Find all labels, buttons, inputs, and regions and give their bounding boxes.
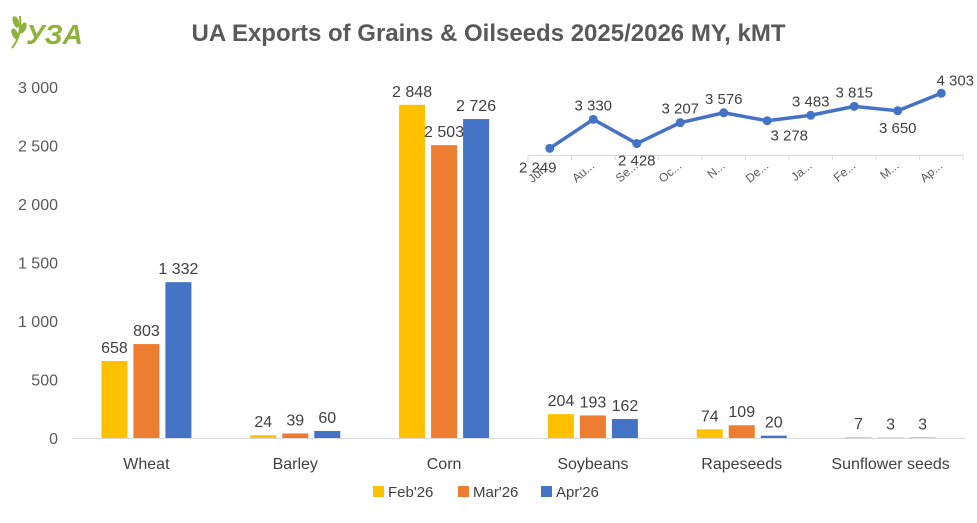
inset-value-label: 3 483 — [792, 93, 830, 110]
inset-value-label: 3 815 — [835, 84, 873, 101]
bar-value-label: 20 — [765, 415, 783, 432]
x-category-label: Barley — [273, 456, 318, 473]
inset-x-tick-label: Ap... — [917, 159, 945, 186]
bar — [728, 425, 755, 438]
inset-value-label: 3 207 — [661, 101, 699, 118]
legend-label: Apr'26 — [556, 484, 599, 501]
bar — [101, 361, 128, 438]
y-tick-label: 1 000 — [18, 314, 58, 331]
bar-value-label: 3 — [886, 417, 895, 434]
bar-value-label: 2 726 — [456, 98, 496, 115]
x-category-label: Soybeans — [557, 456, 628, 473]
inset-x-tick-label: De... — [743, 159, 771, 186]
y-tick-label: 1 500 — [18, 256, 58, 273]
y-tick-label: 0 — [49, 431, 58, 448]
inset-point — [588, 114, 598, 124]
x-category-label: Sunflower seeds — [831, 456, 949, 473]
chart-title: UA Exports of Grains & Oilseeds 2025/202… — [191, 20, 786, 47]
inset-x-tick-label: N... — [704, 159, 727, 182]
inset-series-line — [548, 91, 942, 150]
bar — [399, 104, 426, 438]
bar-value-label: 803 — [133, 323, 160, 340]
bar — [314, 430, 341, 438]
bar-value-label: 658 — [101, 340, 128, 357]
inset-point — [675, 118, 685, 128]
inset-value-label: 3 278 — [770, 128, 808, 145]
inset-x-tick-label: Fe... — [831, 159, 858, 185]
inset-point — [893, 106, 903, 116]
inset-point — [806, 110, 816, 120]
inset-point — [545, 143, 555, 153]
bar-value-label: 109 — [728, 404, 755, 421]
bar-value-label: 2 848 — [392, 84, 432, 101]
inset-value-label: 3 576 — [705, 91, 743, 108]
wheat-icon — [11, 15, 27, 49]
legend-label: Feb'26 — [388, 484, 433, 501]
inset-x-tick-label: Ja... — [788, 159, 814, 184]
bar-value-label: 24 — [254, 414, 272, 431]
legend-label: Mar'26 — [473, 484, 518, 501]
bar — [165, 282, 192, 438]
inset-x-tick-label: Oc... — [656, 159, 684, 186]
y-tick-label: 2 500 — [18, 139, 58, 156]
bar — [133, 344, 160, 438]
bar-value-label: 60 — [318, 410, 336, 427]
bar — [431, 145, 458, 439]
bar-value-label: 193 — [580, 394, 607, 411]
x-category-label: Rapeseeds — [701, 456, 782, 473]
bar-value-label: 39 — [286, 412, 304, 429]
bar — [250, 435, 277, 438]
bar-value-label: 2 503 — [424, 124, 464, 141]
bar — [845, 437, 872, 438]
bar-value-label: 204 — [548, 393, 575, 410]
inset-point — [719, 108, 729, 118]
inset-value-label: 3 650 — [879, 120, 917, 137]
bar-value-label: 1 332 — [158, 261, 198, 278]
bar — [463, 119, 490, 439]
inset-x-tick-label: Au... — [569, 159, 597, 186]
bar — [282, 433, 309, 438]
x-category-label: Wheat — [123, 456, 170, 473]
legend-swatch — [541, 486, 552, 497]
inset-value-label: 4 303 — [936, 72, 974, 89]
bar-value-label: 162 — [612, 398, 639, 415]
inset-x-tick-label: M... — [877, 159, 901, 183]
inset-value-label: 2 249 — [519, 159, 557, 176]
x-category-label: Corn — [427, 456, 462, 473]
bar-value-label: 74 — [701, 408, 719, 425]
bar — [579, 415, 606, 438]
inset-point — [632, 139, 642, 149]
bar-value-label: 3 — [918, 417, 927, 434]
bar — [760, 435, 787, 438]
legend-swatch — [373, 486, 384, 497]
y-tick-label: 3 000 — [18, 80, 58, 97]
inset-value-label: 2 428 — [618, 153, 656, 170]
y-tick-label: 2 000 — [18, 197, 58, 214]
logo: УЗА — [11, 15, 83, 50]
bar — [696, 429, 723, 438]
logo-text: УЗА — [26, 19, 83, 50]
inset-value-label: 3 330 — [574, 97, 612, 114]
inset-point — [762, 116, 772, 126]
y-tick-label: 500 — [31, 373, 58, 390]
bar — [547, 414, 574, 438]
legend-swatch — [458, 486, 469, 497]
bar — [611, 419, 638, 438]
bar-value-label: 7 — [854, 416, 863, 433]
inset-point — [849, 101, 859, 111]
inset-point — [936, 88, 946, 98]
